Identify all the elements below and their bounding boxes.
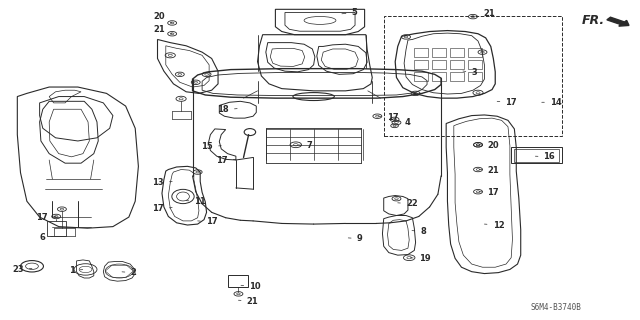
Bar	[228, 275, 248, 287]
Text: FR.: FR.	[581, 14, 604, 27]
Text: 4: 4	[398, 118, 411, 127]
Text: 15: 15	[202, 142, 221, 151]
Text: 17: 17	[216, 156, 236, 165]
Bar	[414, 72, 428, 81]
Bar	[47, 221, 67, 236]
Bar	[511, 147, 562, 163]
Text: 6: 6	[39, 233, 53, 242]
Text: 9: 9	[348, 234, 362, 243]
Text: 17: 17	[36, 213, 56, 222]
Text: 10: 10	[241, 282, 261, 291]
Bar	[414, 60, 428, 69]
Bar	[468, 48, 482, 57]
Text: 16: 16	[536, 152, 556, 161]
Text: 21: 21	[476, 9, 495, 18]
Text: 3: 3	[463, 68, 477, 77]
Text: 8: 8	[412, 227, 426, 236]
Bar	[432, 60, 446, 69]
Bar	[450, 60, 464, 69]
Text: 21: 21	[154, 25, 172, 34]
Text: 19: 19	[410, 254, 430, 263]
FancyArrow shape	[607, 17, 629, 26]
Bar	[432, 48, 446, 57]
Text: 12: 12	[484, 220, 504, 229]
Text: 17: 17	[152, 204, 172, 213]
Text: 7: 7	[298, 141, 313, 150]
Bar	[468, 60, 482, 69]
Text: 11: 11	[186, 197, 206, 206]
Text: 13: 13	[152, 178, 172, 187]
Text: 17: 17	[198, 217, 218, 226]
Bar	[450, 48, 464, 57]
Bar	[414, 48, 428, 57]
Bar	[384, 16, 562, 136]
Bar	[468, 72, 482, 81]
Text: 5: 5	[342, 8, 357, 17]
Text: 21: 21	[479, 166, 499, 175]
Text: 17: 17	[497, 98, 517, 107]
Text: S6M4-B3740B: S6M4-B3740B	[531, 303, 581, 312]
Text: 17: 17	[479, 188, 499, 197]
Text: 14: 14	[541, 98, 562, 107]
Text: 1: 1	[68, 266, 83, 275]
Text: 17: 17	[379, 113, 399, 122]
Text: 18: 18	[218, 105, 237, 114]
Bar	[432, 72, 446, 81]
Text: 2: 2	[122, 268, 136, 277]
Text: 21: 21	[239, 297, 259, 306]
Text: 20: 20	[479, 141, 499, 150]
Text: 22: 22	[397, 199, 418, 208]
Bar	[515, 149, 559, 162]
Text: 20: 20	[154, 12, 172, 23]
Bar	[450, 72, 464, 81]
Text: 23: 23	[12, 265, 32, 274]
